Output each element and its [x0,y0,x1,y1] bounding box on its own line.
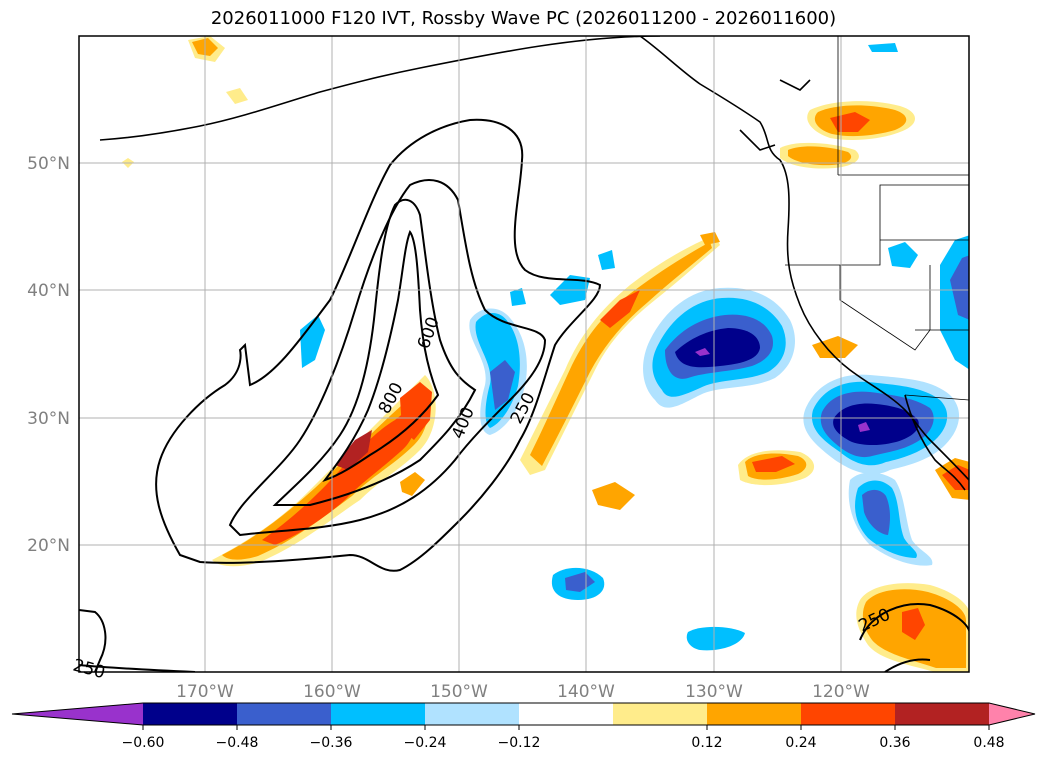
colorbar-cell [519,703,614,725]
lon-tick-label: 170°W [176,682,234,702]
colorbar-tick-label: 0.12 [691,735,722,751]
gridlines [79,36,969,672]
colorbar-cell [331,703,426,725]
lon-tick-label: 150°W [430,682,488,702]
colorbar-tick-label: 0.48 [973,735,1004,751]
lon-tick-label: 120°W [812,682,870,702]
political-borders [785,36,969,401]
anomaly-shading [122,36,969,672]
colorbar-tick-label: −0.36 [310,735,353,751]
lat-tick-label: 30°N [27,409,70,429]
colorbar-extend-high [989,703,1035,725]
lon-tick-label: 130°W [685,682,743,702]
ivt-contours [79,118,969,672]
colorbar-cell [895,703,990,725]
colorbar-tick-label: 0.24 [785,735,816,751]
coastlines [99,36,969,491]
colorbar: −0.60 −0.48 −0.36 −0.24 −0.12 0.12 0.24 0.36 0.4… [11,702,1036,751]
colorbar-cell [143,703,238,725]
colorbar-extend-low [12,703,143,725]
lon-tick-labels: 170°W 160°W 150°W 140°W 130°W 120°W [176,682,870,702]
colorbar-tick-label: 0.36 [879,735,910,751]
colorbar-tick-label: −0.60 [122,735,165,751]
lon-tick-label: 160°W [303,682,361,702]
colorbar-cell [613,703,708,725]
lat-tick-labels: 50°N 40°N 30°N 20°N [27,154,70,556]
colorbar-cell [801,703,896,725]
lat-tick-label: 20°N [27,536,70,556]
colorbar-cell [425,703,520,725]
colorbar-tick-label: −0.48 [216,735,259,751]
colorbar-tick-label: −0.12 [498,735,541,751]
lat-tick-label: 50°N [27,154,70,174]
map-frame [78,35,970,673]
colorbar-tick-label: −0.24 [404,735,447,751]
map-title: 2026011000 F120 IVT, Rossby Wave PC (202… [210,8,837,29]
lon-tick-label: 140°W [557,682,615,702]
colorbar-cell [707,703,802,725]
lat-tick-label: 40°N [27,281,70,301]
colorbar-cell [237,703,332,725]
